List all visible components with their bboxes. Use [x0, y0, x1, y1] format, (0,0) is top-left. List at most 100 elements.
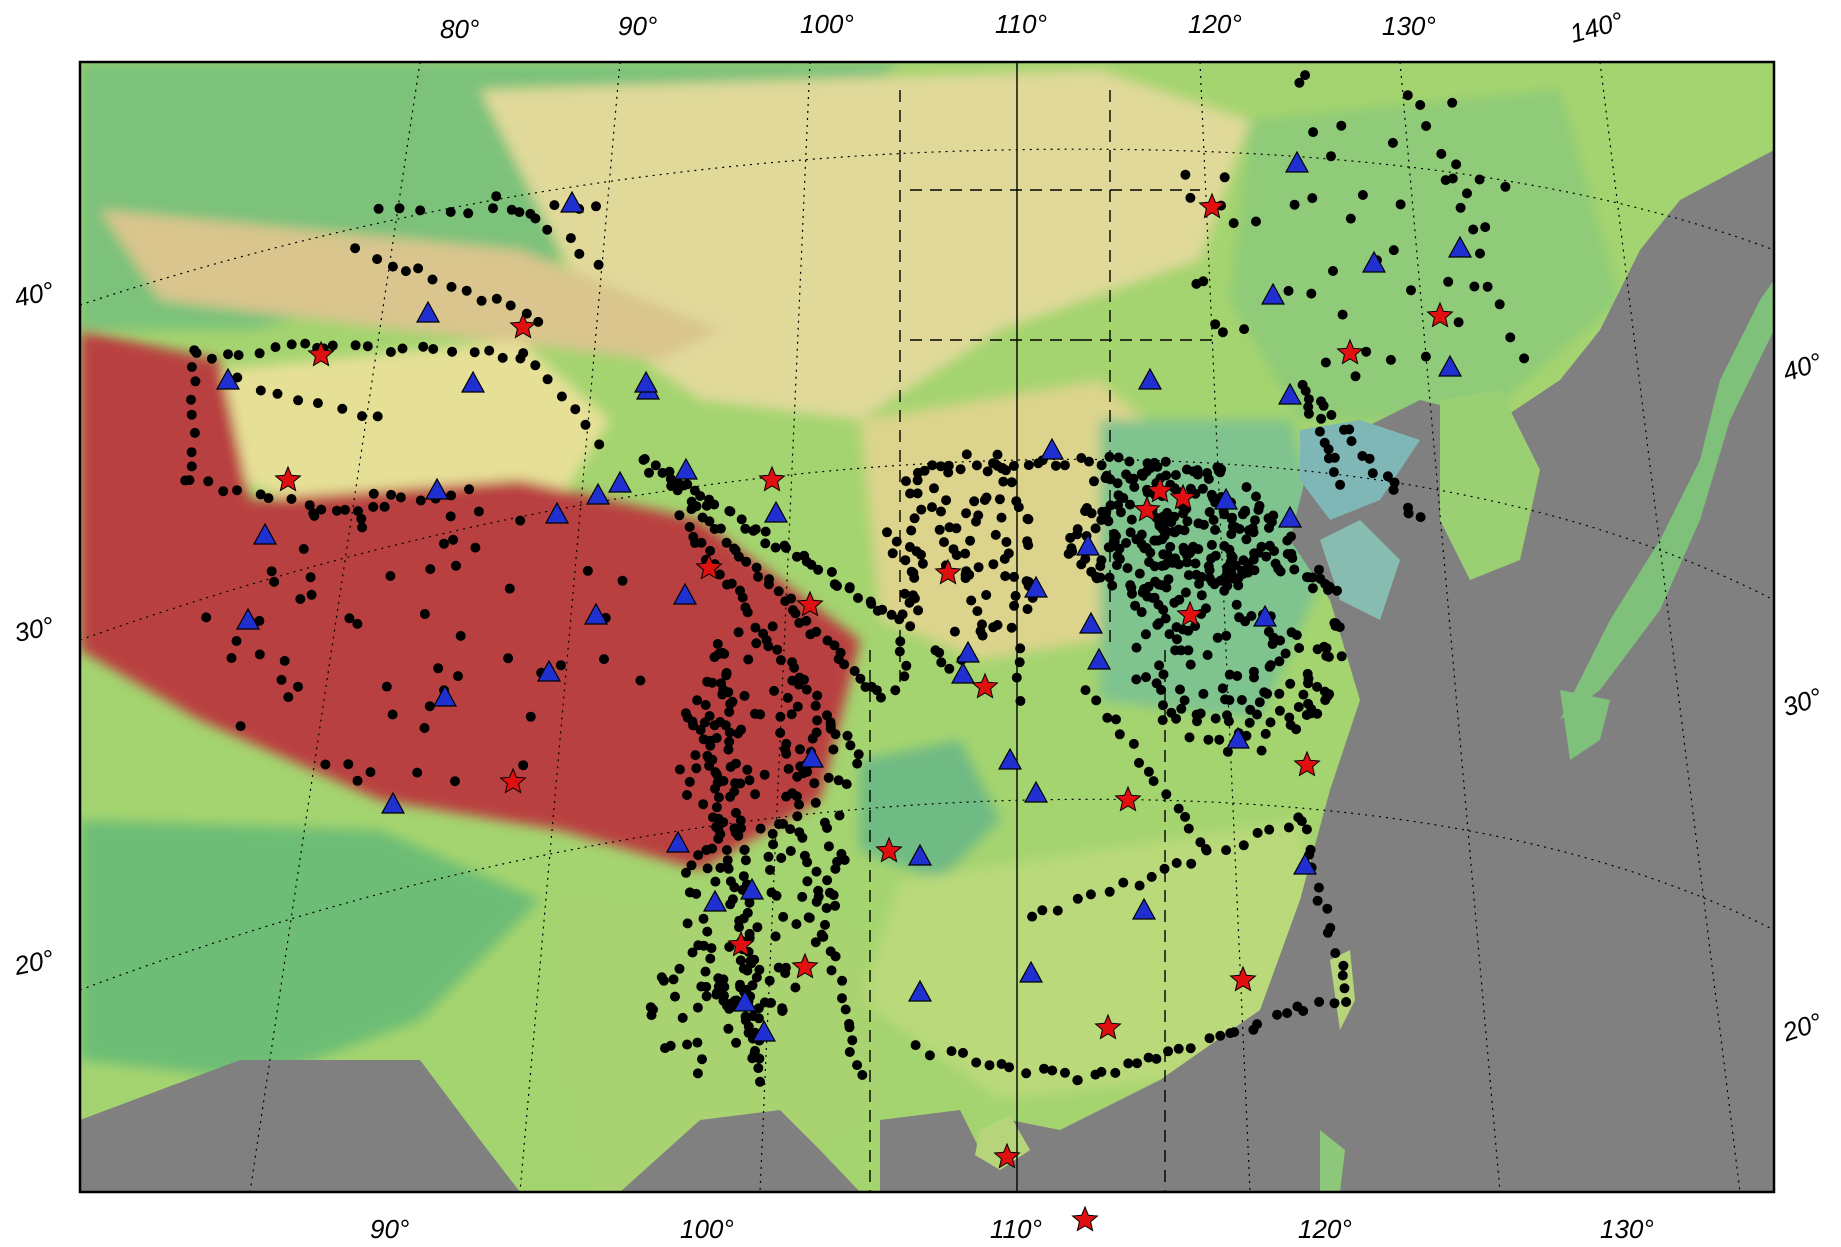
station-dot	[446, 490, 457, 501]
station-dot	[231, 636, 242, 646]
station-dot	[775, 655, 786, 666]
japan	[1560, 280, 1774, 720]
station-dot	[372, 411, 383, 422]
station-dot	[891, 536, 902, 547]
station-dot	[1415, 512, 1426, 523]
station-dot	[1067, 546, 1078, 557]
station-dot	[226, 653, 237, 663]
station-dot	[1265, 717, 1276, 728]
triangle-station	[1086, 647, 1112, 670]
station-dot	[1256, 745, 1267, 756]
triangle-station	[1137, 367, 1163, 390]
station-dot	[1136, 607, 1147, 618]
station-dot	[943, 467, 954, 478]
station-dot	[823, 841, 834, 852]
station-dot	[1301, 824, 1312, 835]
station-dot	[424, 701, 435, 712]
station-dot	[1191, 278, 1202, 289]
station-dot	[1240, 616, 1251, 627]
station-dot	[1023, 460, 1034, 471]
star-station	[1336, 338, 1364, 365]
station-dot	[704, 516, 715, 527]
station-dot	[723, 1023, 734, 1034]
station-dot	[988, 559, 999, 570]
station-dot	[1293, 702, 1304, 712]
station-dot	[1168, 526, 1179, 537]
right-latitude-labels: 40° 30° 20°	[1778, 347, 1826, 1048]
station-dot	[1196, 572, 1207, 582]
station-dot	[1307, 583, 1318, 594]
korean-peninsula	[1440, 390, 1540, 580]
station-dot	[1004, 1062, 1015, 1073]
station-dot	[1114, 729, 1125, 740]
star-station	[1114, 785, 1142, 812]
station-dot	[189, 345, 200, 356]
station-dot	[684, 522, 695, 532]
station-dot	[451, 560, 461, 571]
station-dot	[765, 865, 775, 875]
station-dot	[1241, 482, 1252, 493]
station-dot	[1163, 574, 1174, 585]
station-dot	[506, 204, 517, 215]
station-dot	[775, 727, 786, 738]
station-dot	[988, 622, 999, 633]
station-dot	[723, 687, 734, 698]
station-dot	[650, 460, 661, 471]
station-dot	[446, 281, 457, 292]
station-dot	[1101, 470, 1112, 481]
station-dot	[1171, 858, 1182, 868]
station-dot	[412, 767, 423, 778]
station-dot	[1420, 351, 1431, 362]
station-dot	[1248, 554, 1259, 565]
station-dot	[1323, 651, 1334, 662]
graticule-line-130e	[1399, 62, 1501, 1192]
station-dot	[783, 763, 794, 774]
station-dot	[965, 535, 976, 546]
station-dot	[760, 526, 771, 537]
station-dot	[1323, 453, 1334, 464]
left-lat-label-30: 30°	[12, 611, 57, 649]
station-dot	[792, 701, 803, 712]
station-dot	[1298, 689, 1309, 700]
station-dot	[1203, 474, 1214, 484]
station-dot	[1421, 121, 1432, 131]
station-dot	[1222, 562, 1233, 573]
station-dot	[1263, 513, 1274, 524]
station-dot	[1443, 276, 1454, 287]
station-dot	[1321, 643, 1332, 654]
station-dot	[1195, 837, 1206, 848]
station-dot	[839, 855, 850, 865]
station-dot	[750, 789, 761, 800]
station-dot	[890, 685, 901, 696]
station-dot	[1336, 651, 1347, 662]
station-dot	[1176, 703, 1187, 714]
station-dot	[514, 207, 525, 218]
tibetan-plateau	[80, 330, 860, 870]
station-dot	[984, 1060, 995, 1071]
triangle-station	[732, 989, 758, 1012]
triangle-station	[1277, 382, 1303, 405]
triangle-station	[997, 747, 1023, 770]
station-dot	[350, 243, 361, 254]
ocean-bay-of-bengal	[80, 1060, 520, 1192]
station-dot	[682, 918, 693, 929]
station-dot	[809, 778, 820, 789]
station-dot	[1121, 538, 1132, 548]
station-dot	[682, 479, 693, 490]
station-dot	[792, 811, 803, 822]
station-dot	[269, 576, 280, 587]
station-dot	[1320, 695, 1331, 706]
station-dot	[312, 398, 323, 409]
station-dot	[1104, 886, 1115, 897]
station-dot	[1001, 537, 1012, 547]
station-dot	[365, 767, 376, 778]
station-dot	[821, 903, 832, 914]
station-dot	[882, 527, 892, 538]
station-dot	[842, 730, 853, 741]
station-dot	[725, 761, 736, 772]
station-dot	[1289, 564, 1300, 575]
station-dot	[731, 807, 741, 818]
station-dot	[1300, 385, 1311, 396]
station-dot	[1357, 190, 1368, 200]
station-dot	[1086, 566, 1097, 577]
